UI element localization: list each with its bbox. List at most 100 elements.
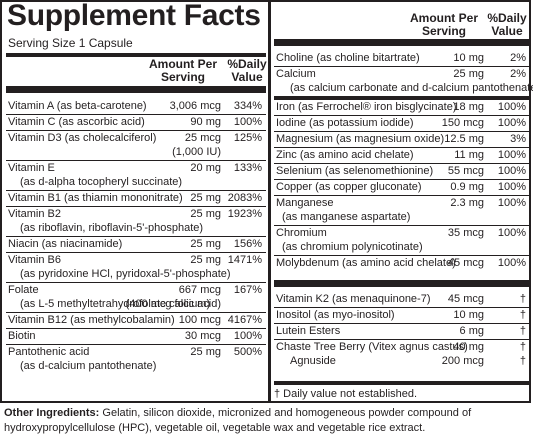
nutrient-amount: 20 mg <box>190 162 221 174</box>
nutrient-amount: 25 mg <box>190 192 221 204</box>
nutrient-daily-value: 100% <box>497 149 526 161</box>
nutrient-source: (as manganese aspartate) <box>282 211 411 223</box>
nutrient-name: Vitamin K2 (as menaquinone-7) <box>276 293 431 305</box>
header-thick-rule <box>6 86 266 93</box>
nutrient-amount: 25 mg <box>453 68 484 80</box>
nutrient-daily-value: 125% <box>233 132 262 144</box>
nutrient-source: (as calcium carbonate and d-calcium pant… <box>290 82 533 94</box>
nutrient-daily-value: † <box>519 341 526 353</box>
nutrient-name: Copper (as copper gluconate) <box>276 181 422 193</box>
nutrient-amount: 40 mg <box>453 341 484 353</box>
nutrient-amount: 18 mg <box>453 101 484 113</box>
nutrient-row: Vitamin A (as beta-carotene) 3,006 mcg 334… <box>6 99 266 115</box>
nutrient-name: Vitamin A (as beta-carotene) <box>8 100 147 112</box>
nutrient-name: Chromium <box>276 227 327 239</box>
daily-value-header: %Daily Value <box>487 11 527 38</box>
nutrient-amount: 25 mg <box>190 254 221 266</box>
nutrient-sub-amount: 200 mcg <box>441 355 484 367</box>
nutrient-amount: 667 mcg <box>178 284 221 296</box>
daily-value-header: %Daily Value <box>227 57 267 84</box>
nutrient-daily-value: 100% <box>497 227 526 239</box>
nutrient-daily-value: † <box>519 325 526 337</box>
nutrient-row: Vitamin B12 (as methylcobalamin) 100 mcg 4… <box>6 313 266 329</box>
nutrient-name: Vitamin E <box>8 162 55 174</box>
nutrient-daily-value: 100% <box>497 197 526 209</box>
nutrient-source: (as riboflavin, riboflavin-5'-phosphate) <box>20 222 204 234</box>
nutrient-row: Copper (as copper gluconate) 0.9 mg 100% <box>274 180 530 196</box>
nutrient-row: Vitamin B6 25 mg 1471% (as pyridoxine HCl, … <box>6 253 266 283</box>
nutrient-name: Calcium <box>276 68 316 80</box>
nutrient-amount: 10 mg <box>453 309 484 321</box>
nutrient-amount: 55 mcg <box>447 165 484 177</box>
nutrient-row: Vitamin K2 (as menaquinone-7) 45 mcg † <box>274 292 530 308</box>
daily-value-footnote: † Daily value not established. <box>274 388 418 400</box>
nutrient-amount: 25 mg <box>190 238 221 250</box>
nutrient-name: Zinc (as amino acid chelate) <box>276 149 414 161</box>
nutrient-amount: 45 mcg <box>447 257 484 269</box>
nutrient-daily-value: 100% <box>497 117 526 129</box>
panel-title: Supplement Facts <box>7 0 261 32</box>
nutrient-row: Lutein Esters 6 mg † <box>274 324 530 340</box>
nutrient-amount: 3,006 mcg <box>169 100 221 112</box>
other-ingredients: Other Ingredients: Gelatin, silicon diox… <box>4 406 530 436</box>
header-thick-rule <box>274 39 530 46</box>
nutrient-daily-value: 100% <box>497 181 526 193</box>
nutrient-name: Vitamin B6 <box>8 254 61 266</box>
nutrient-daily-value: 4167% <box>227 314 262 326</box>
nutrient-daily-value: 1471% <box>227 254 262 266</box>
nutrient-daily-value: 100% <box>497 165 526 177</box>
nutrient-name: Lutein Esters <box>276 325 341 337</box>
nutrient-name: Manganese <box>276 197 334 209</box>
nutrient-daily-value: 2% <box>510 68 526 80</box>
nutrient-amount: 45 mcg <box>447 293 484 305</box>
nutrient-source: (as d-calcium pantothenate) <box>20 360 157 372</box>
nutrient-amount: 0.9 mg <box>450 181 484 193</box>
nutrient-sub-amount: (400 mcg folic acid) <box>125 298 221 310</box>
header-rule <box>6 53 266 57</box>
nutrient-name: Niacin (as niacinamide) <box>8 238 123 250</box>
column-divider <box>268 2 271 401</box>
nutrient-name: Vitamin B12 (as methylcobalamin) <box>8 314 175 326</box>
amount-per-serving-header: Amount Per Serving <box>148 57 217 84</box>
nutrient-name: Vitamin B2 <box>8 208 61 220</box>
nutrient-name: Iodine (as potassium iodide) <box>276 117 414 129</box>
nutrient-row: Vitamin B1 (as thiamin mononitrate) 25 mg… <box>6 191 266 207</box>
nutrient-row: Folate 667 mcg 167% (as L-5 methyltetrahydr… <box>6 283 266 313</box>
nutrient-amount: 10 mg <box>453 52 484 64</box>
nutrient-row: Zinc (as amino acid chelate) 11 mg 100% <box>274 148 530 164</box>
nutrient-amount: 100 mcg <box>178 314 221 326</box>
nutrient-source: (as L-5 methyltetrahydrofolate calcium) <box>20 298 211 310</box>
nutrient-row: Selenium (as selenomethionine) 55 mcg 100% <box>274 164 530 180</box>
nutrient-name: Iron (as Ferrochel® iron bisglycinate) <box>276 101 457 113</box>
nutrient-amount: 12.5 mg <box>444 133 484 145</box>
right-nutrient-list-a: Choline (as choline bitartrate) 10 mg 2% Ca… <box>274 51 533 96</box>
nutrient-sub-amount: (1,000 IU) <box>172 146 221 158</box>
nutrient-row: Vitamin D3 (as cholecalciferol) 25 mcg 125… <box>6 131 266 161</box>
nutrient-daily-value: 3% <box>510 133 526 145</box>
nutrient-name: Selenium (as selenomethionine) <box>276 165 434 177</box>
nutrient-name: Choline (as choline bitartrate) <box>276 52 420 64</box>
nutrient-row: Iodine (as potassium iodide) 150 mcg 100% <box>274 116 530 132</box>
nutrient-daily-value: 100% <box>497 257 526 269</box>
nutrient-row: Inositol (as myo-inositol) 10 mg † <box>274 308 530 324</box>
nutrient-daily-value: 167% <box>233 284 262 296</box>
nutrient-row: Magnesium (as magnesium oxide) 12.5 mg 3% <box>274 132 530 148</box>
nutrient-daily-value: 100% <box>497 101 526 113</box>
supplement-facts-panel: Supplement Facts Serving Size 1 Capsule … <box>0 0 533 403</box>
nutrient-row: Vitamin B2 25 mg 1923% (as riboflavin, ribo… <box>6 207 266 237</box>
nutrient-name: Vitamin D3 (as cholecalciferol) <box>8 132 157 144</box>
nutrient-name: Pantothenic acid <box>8 346 90 358</box>
nutrient-daily-value: 156% <box>233 238 262 250</box>
nutrient-name: Molybdenum (as amino acid chelate) <box>276 257 456 269</box>
nutrient-daily-value: 334% <box>233 100 262 112</box>
amount-per-serving-header: Amount Per Serving <box>409 11 478 38</box>
nutrient-name: Inositol (as myo-inositol) <box>276 309 395 321</box>
nutrient-source: Agnuside <box>290 355 336 367</box>
nutrient-name: Vitamin B1 (as thiamin mononitrate) <box>8 192 183 204</box>
nutrient-row: Pantothenic acid 25 mg 500% (as d-calcium p… <box>6 345 266 374</box>
other-ingredients-label: Other Ingredients: <box>4 407 100 419</box>
nutrient-amount: 35 mcg <box>447 227 484 239</box>
nutrient-row: Choline (as choline bitartrate) 10 mg 2% <box>274 51 530 67</box>
nutrient-row: Calcium 25 mg 2% (as calcium carbonate and … <box>274 67 533 96</box>
nutrient-daily-value: † <box>519 293 526 305</box>
